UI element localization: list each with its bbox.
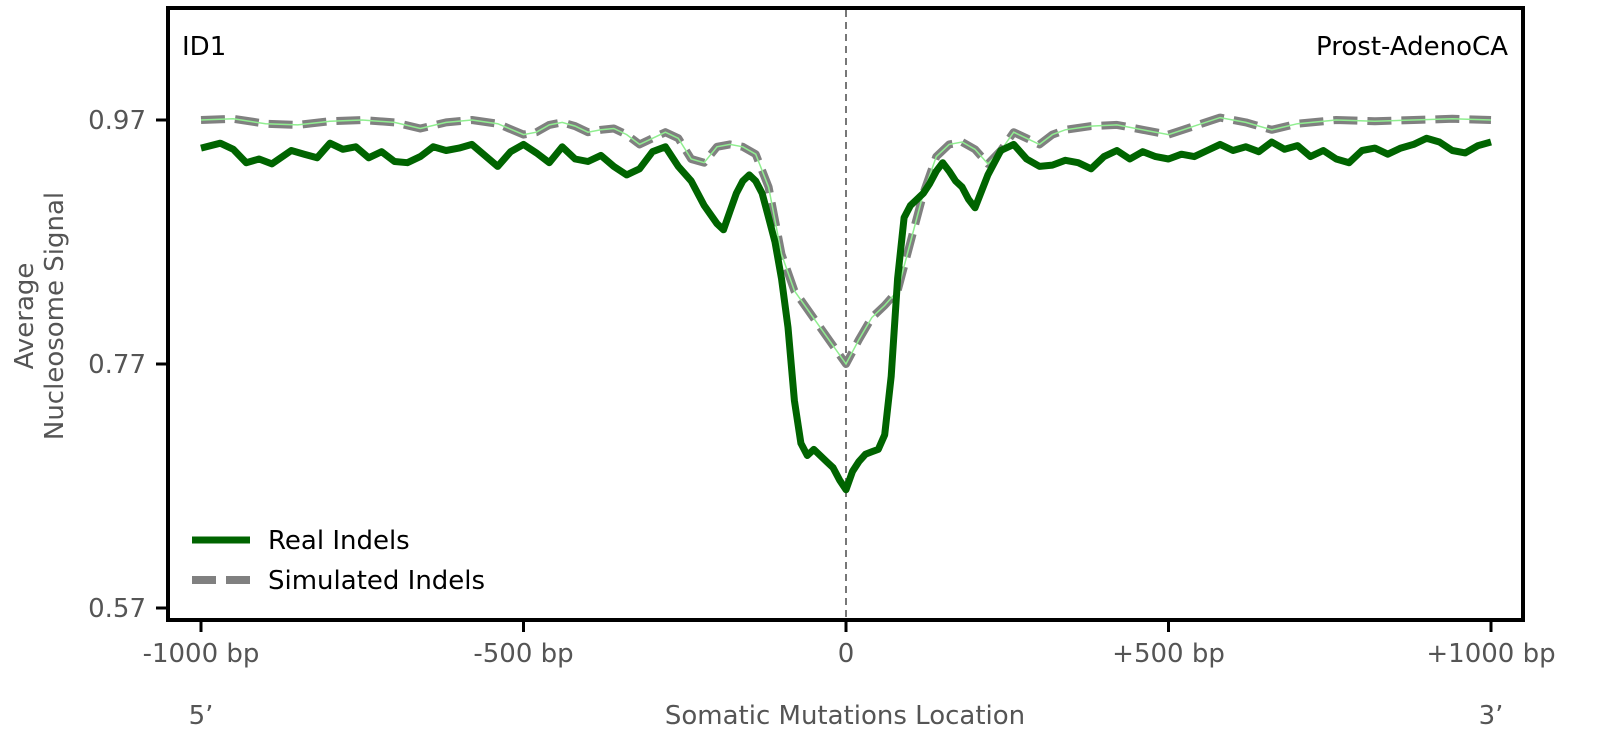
- y-axis-title-line1: Average: [10, 263, 40, 370]
- x-axis-title: Somatic Mutations Location: [665, 701, 1025, 731]
- panel-label-right: Prost-AdenoCA: [1316, 32, 1508, 62]
- legend-label-simulated-indels: Simulated Indels: [268, 566, 485, 596]
- y-tick-label: 0.77: [88, 350, 146, 380]
- x-tick-label: +1000 bp: [1426, 639, 1555, 669]
- x-tick-label: -1000 bp: [143, 639, 260, 669]
- x-axis: -1000 bp -500 bp 0 +500 bp +1000 bp: [143, 620, 1556, 669]
- series-line-simulated-indels-center: [200, 116, 1492, 366]
- y-tick-label: 0.97: [88, 106, 146, 136]
- y-axis-title-line2: Nucleosome Signal: [40, 192, 70, 440]
- strand-label-5prime: 5’: [189, 701, 214, 731]
- panel-label-left: ID1: [182, 32, 226, 62]
- x-tick-label: 0: [838, 639, 855, 669]
- x-tick-label: +500 bp: [1112, 639, 1225, 669]
- series-line-real-indels: [200, 134, 1492, 494]
- strand-label-3prime: 3’: [1479, 701, 1504, 731]
- x-tick-label: -500 bp: [473, 639, 573, 669]
- y-tick-label: 0.57: [88, 594, 146, 624]
- legend: Real Indels Simulated Indels: [192, 526, 485, 596]
- y-axis: 0.57 0.77 0.97: [88, 106, 168, 624]
- legend-label-real-indels: Real Indels: [268, 526, 410, 556]
